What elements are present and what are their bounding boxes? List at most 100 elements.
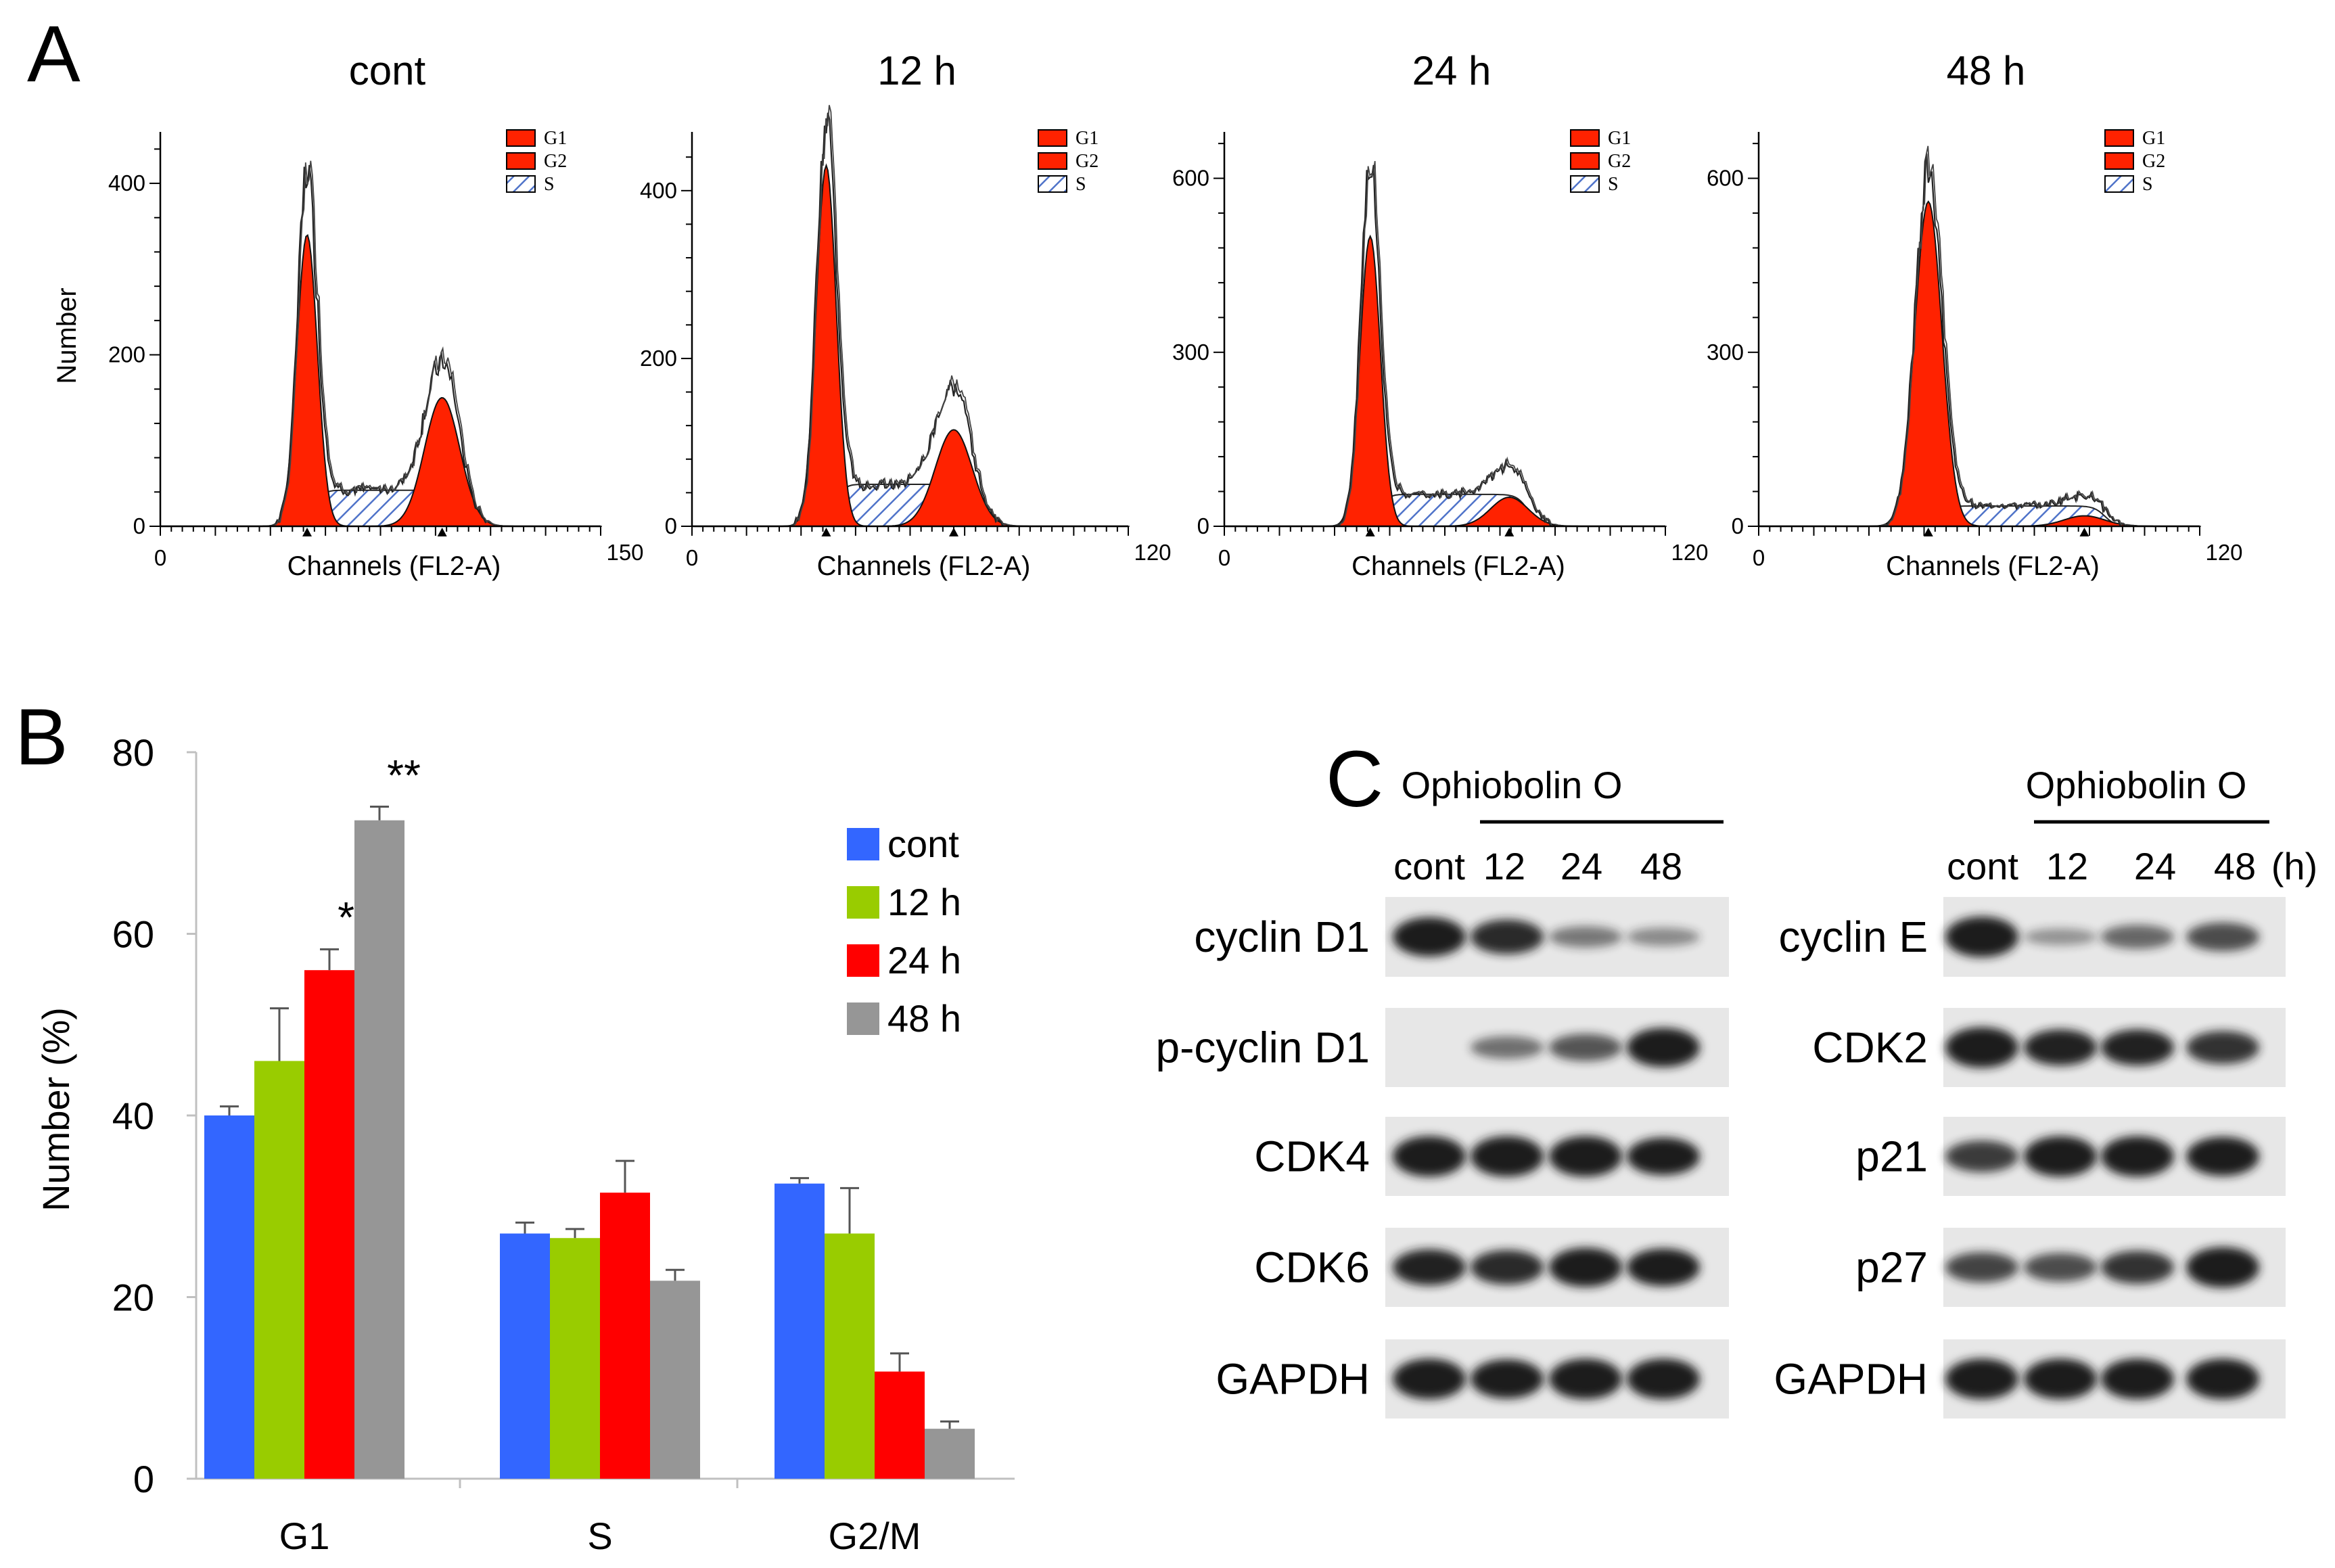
y-tick-label: 80 <box>112 731 154 774</box>
blot-left-treatment: Ophiobolin O <box>1402 764 1623 806</box>
band <box>1393 917 1466 956</box>
band <box>2101 1136 2174 1177</box>
y-tick-label: 0 <box>133 1458 154 1500</box>
band <box>1627 1358 1700 1400</box>
band <box>2101 925 2174 949</box>
data-trace <box>692 112 1128 528</box>
band <box>1627 1248 1700 1287</box>
lane-label: 48 <box>2214 845 2256 887</box>
y-tick-label: 0 <box>133 513 145 538</box>
protein-label: p27 <box>1855 1243 1928 1292</box>
y-tick-label: 200 <box>108 342 145 367</box>
band <box>1393 1249 1466 1286</box>
y-tick-label: 0 <box>1732 513 1744 538</box>
y-tick-label: 600 <box>1172 166 1209 191</box>
bar-24h-G2/M <box>875 1371 925 1479</box>
bar-chart-ylabel: Number (%) <box>34 1007 77 1212</box>
band <box>1945 1252 2018 1283</box>
bar-48h-G1 <box>354 820 404 1479</box>
band <box>2101 1358 2174 1400</box>
x-tick-label: 0 <box>686 545 698 570</box>
legend-label: G2 <box>2142 151 2165 172</box>
protein-label: GAPDH <box>1774 1355 1928 1404</box>
g1-peak <box>692 163 1128 527</box>
blot-row-p-cyclin-d1: p-cyclin D1 <box>1155 1008 1729 1087</box>
bar-annotation-48h: ** <box>387 751 421 800</box>
x-tick-label: 120 <box>2205 540 2242 565</box>
legend-swatch-g1 <box>2104 129 2134 147</box>
x-tick-label: 0 <box>1753 545 1765 570</box>
bar-cont-G1 <box>204 1115 254 1479</box>
protein-label: GAPDH <box>1216 1355 1370 1404</box>
legend-label: S <box>544 174 555 195</box>
band <box>1627 1137 1700 1176</box>
histogram-title: cont <box>349 48 426 93</box>
legend-label: G1 <box>1608 128 1631 149</box>
band <box>1549 1034 1622 1061</box>
band <box>2024 928 2097 946</box>
y-tick-label: 60 <box>112 913 154 956</box>
blot-row-gapdh: GAPDH <box>1216 1339 1729 1419</box>
legend-swatch-g2 <box>506 152 536 170</box>
x-tick-label: 0 <box>1218 545 1230 570</box>
bar-12h-G1 <box>254 1061 304 1479</box>
bar-12h-S <box>550 1238 600 1479</box>
band <box>1945 1140 2018 1172</box>
blot-row-cyclin-e: cyclin E <box>1779 897 2286 977</box>
peak-marker <box>2079 528 2089 536</box>
legend-label: G1 <box>1076 128 1099 149</box>
blot-row-cdk4: CDK4 <box>1254 1117 1729 1196</box>
bar-48h-S <box>650 1281 700 1479</box>
category-label: G2/M <box>829 1515 921 1557</box>
y-tick-label: 20 <box>112 1276 154 1319</box>
legend-label: S <box>2142 174 2153 195</box>
bar-12h-G2/M <box>825 1233 875 1479</box>
blot-row-p21: p21 <box>1855 1117 2286 1196</box>
s-phase-area <box>160 489 601 527</box>
legend-swatch-g2 <box>1038 152 1067 170</box>
protein-label: CDK2 <box>1812 1023 1928 1072</box>
data-trace <box>160 164 601 528</box>
g1-peak <box>1224 234 1665 527</box>
protein-label: cyclin D1 <box>1194 913 1370 961</box>
histogram-title: 48 h <box>1947 48 2026 93</box>
band <box>2186 1031 2259 1064</box>
legend-swatch-s <box>1038 175 1067 193</box>
category-label: S <box>587 1515 612 1557</box>
band <box>2024 1358 2097 1400</box>
blot-row-gapdh: GAPDH <box>1774 1339 2286 1419</box>
legend-swatch-g1 <box>1570 129 1600 147</box>
histogram-title: 12 h <box>877 48 956 93</box>
band <box>2186 1358 2259 1400</box>
panel-label-b: B <box>15 693 68 782</box>
histogram-title: 24 h <box>1412 48 1492 93</box>
legend-swatch-g1 <box>1038 129 1067 147</box>
category-label: G1 <box>279 1515 330 1557</box>
band <box>1945 917 2018 957</box>
peak-marker <box>1504 528 1515 536</box>
legend-swatch-g2 <box>2104 152 2134 170</box>
peak-marker <box>302 528 312 536</box>
protein-label: cyclin E <box>1779 913 1928 961</box>
y-tick-label: 400 <box>640 178 677 203</box>
legend-swatch-48h <box>847 1002 879 1035</box>
data-trace <box>1226 160 1667 527</box>
band <box>1393 1358 1466 1400</box>
legend-swatch-24h <box>847 944 879 977</box>
legend-swatch-g1 <box>506 129 536 147</box>
lane-label: 24 <box>1560 845 1602 887</box>
bar-24h-S <box>600 1193 650 1479</box>
histogram-0: 0 200 400 0 150 Channels (FL2-A) Number cont G1G… <box>52 48 644 581</box>
legend-label: G1 <box>2142 128 2165 149</box>
data-trace <box>162 160 602 527</box>
peak-marker <box>1365 528 1375 536</box>
y-tick-label: 300 <box>1707 340 1744 365</box>
band <box>2024 1253 2097 1282</box>
data-trace <box>1760 145 2201 528</box>
x-tick-label: 120 <box>1671 540 1708 565</box>
band <box>1471 1359 1544 1399</box>
panel-label-c: C <box>1326 735 1383 824</box>
